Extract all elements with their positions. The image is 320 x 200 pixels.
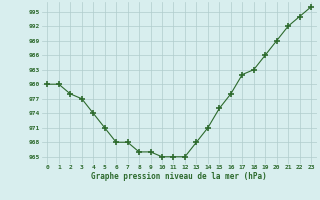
X-axis label: Graphe pression niveau de la mer (hPa): Graphe pression niveau de la mer (hPa) xyxy=(91,172,267,181)
